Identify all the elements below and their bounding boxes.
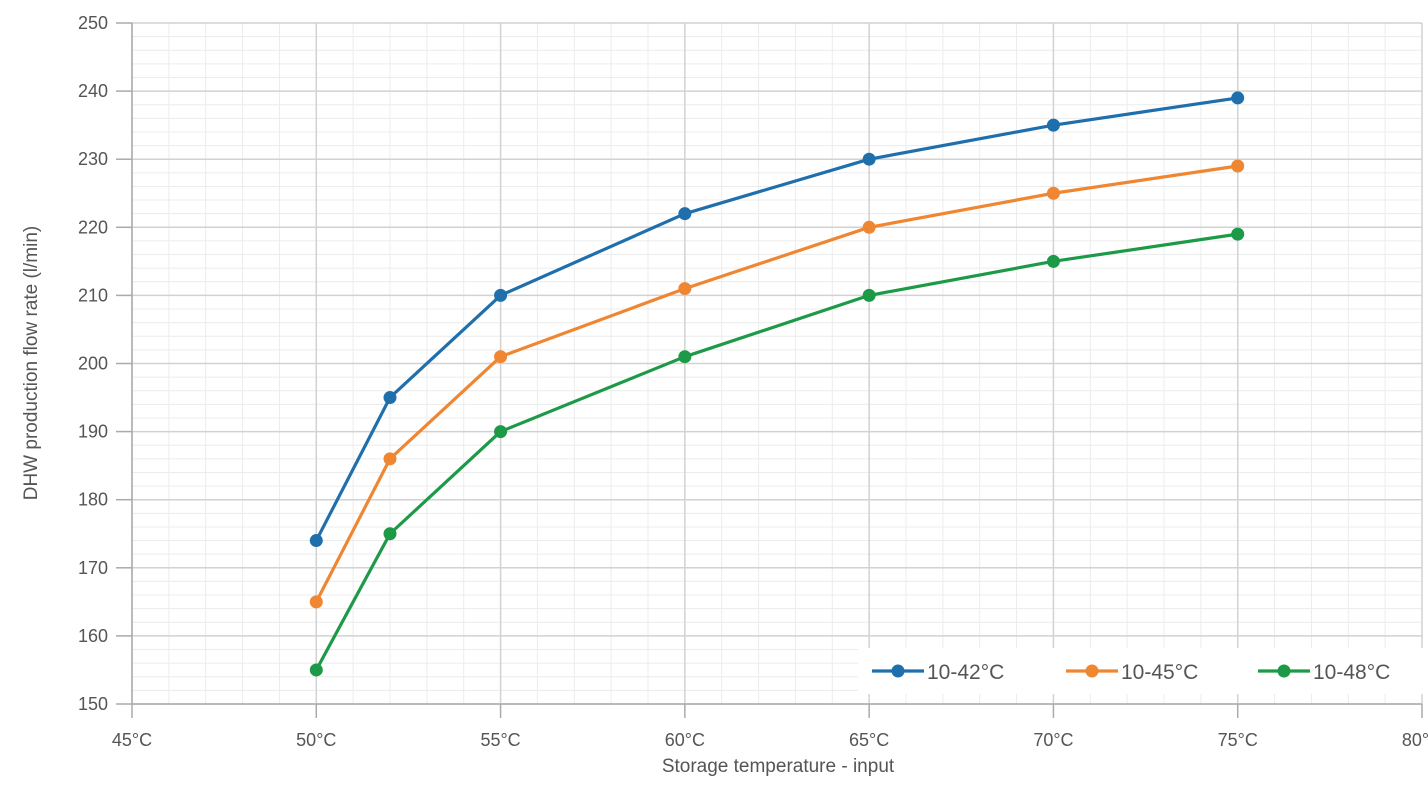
data-point bbox=[383, 391, 397, 405]
series-line bbox=[314, 232, 1238, 671]
series-10-42°C bbox=[309, 91, 1245, 548]
data-point bbox=[678, 350, 692, 364]
data-point bbox=[1046, 186, 1060, 200]
x-tick-label: 80°C bbox=[1402, 730, 1428, 750]
legend-items: 10-42°C 10-45°C 10-48°C bbox=[872, 661, 1390, 684]
data-point bbox=[494, 288, 508, 302]
major-grid bbox=[131, 22, 1423, 705]
legend-label: 10-42°C bbox=[927, 661, 1004, 684]
y-tick-label: 190 bbox=[78, 422, 108, 442]
y-tick-label: 210 bbox=[78, 285, 108, 305]
y-tick-label: 230 bbox=[78, 149, 108, 169]
data-point bbox=[494, 425, 508, 439]
y-tick-label: 220 bbox=[78, 217, 108, 237]
x-tick-label: 45°C bbox=[112, 730, 152, 750]
x-tick-label: 65°C bbox=[849, 730, 889, 750]
legend: 10-42°C 10-45°C 10-48°C bbox=[858, 648, 1426, 694]
series-10-45°C bbox=[309, 159, 1245, 609]
x-tick-label: 55°C bbox=[480, 730, 520, 750]
legend-item: 10-45°C bbox=[1066, 661, 1198, 684]
x-tick-label: 60°C bbox=[665, 730, 705, 750]
data-point bbox=[1046, 254, 1060, 268]
data-point bbox=[1231, 159, 1245, 173]
y-tick-label: 180 bbox=[78, 490, 108, 510]
legend-label: 10-45°C bbox=[1121, 661, 1198, 684]
x-tick-label: 50°C bbox=[296, 730, 336, 750]
data-point bbox=[383, 527, 397, 541]
y-tick-labels: 150 160 170 180 190 200 210 220 230 240 250 bbox=[78, 13, 108, 714]
axes bbox=[116, 22, 1423, 718]
data-point bbox=[1046, 118, 1060, 132]
series-10-48°C bbox=[309, 227, 1245, 677]
y-axis-title: DHW production flow rate (l/min) bbox=[21, 226, 42, 501]
y-tick-label: 250 bbox=[78, 13, 108, 33]
y-tick-label: 150 bbox=[78, 694, 108, 714]
x-tick-label: 70°C bbox=[1033, 730, 1073, 750]
y-tick-label: 200 bbox=[78, 354, 108, 374]
data-point bbox=[678, 207, 692, 221]
x-axis-title: Storage temperature - input bbox=[662, 756, 895, 777]
series-layer bbox=[309, 91, 1245, 677]
data-point bbox=[678, 282, 692, 296]
legend-label: 10-48°C bbox=[1313, 661, 1390, 684]
data-point bbox=[309, 534, 323, 548]
x-tick-label: 75°C bbox=[1218, 730, 1258, 750]
data-point bbox=[862, 220, 876, 234]
data-point bbox=[309, 663, 323, 677]
legend-swatch-marker bbox=[1277, 664, 1291, 678]
data-point bbox=[494, 350, 508, 364]
data-point bbox=[1231, 91, 1245, 105]
data-point bbox=[309, 595, 323, 609]
legend-item: 10-48°C bbox=[1258, 661, 1390, 684]
legend-item: 10-42°C bbox=[872, 661, 1004, 684]
x-tick-labels: 45°C 50°C 55°C 60°C 65°C 70°C 75°C 80°C bbox=[112, 730, 1428, 750]
data-point bbox=[862, 288, 876, 302]
y-tick-label: 240 bbox=[78, 81, 108, 101]
legend-swatch-marker bbox=[1085, 664, 1099, 678]
series-line bbox=[314, 164, 1238, 603]
data-point bbox=[383, 452, 397, 466]
data-point bbox=[1231, 227, 1245, 241]
y-tick-label: 160 bbox=[78, 626, 108, 646]
legend-swatch-marker bbox=[891, 664, 905, 678]
y-tick-label: 170 bbox=[78, 558, 108, 578]
legend-box bbox=[858, 648, 1426, 694]
data-point bbox=[862, 152, 876, 166]
